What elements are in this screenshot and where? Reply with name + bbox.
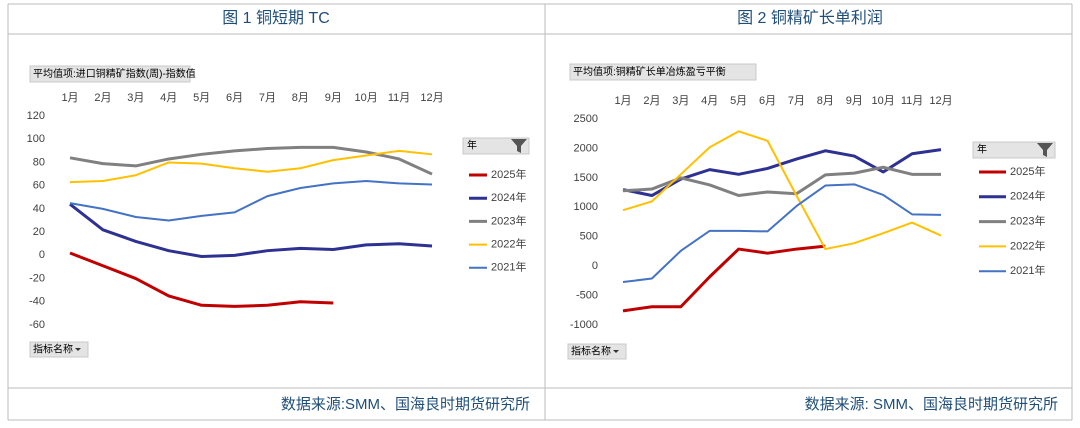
axis-button [29, 341, 89, 358]
x-tick-label: 3月 [127, 92, 144, 104]
field-button-label: 平均值项:铜精矿长单冶炼盈亏平衡 [573, 65, 726, 78]
x-tick-label: 2月 [643, 95, 660, 107]
field-button-label: 平均值项:进口铜精矿指数(周)-指数值 [33, 67, 196, 80]
legend-title: 年 [977, 143, 987, 156]
filter-icon [1037, 143, 1053, 157]
y-tick-label: -40 [29, 296, 45, 308]
x-tick-label: 9月 [325, 92, 342, 104]
y-tick-label: 40 [33, 203, 45, 215]
series-line [622, 130, 942, 251]
x-tick-label: 5月 [193, 92, 210, 104]
series-line [69, 180, 433, 222]
field-button [569, 63, 757, 81]
series-line [622, 244, 826, 313]
y-tick-label: 0 [39, 249, 45, 261]
axis-button-label: 指标名称 [33, 343, 73, 356]
axis-button [567, 343, 627, 360]
legend-label: 2023年 [1010, 214, 1045, 228]
series-line [622, 183, 942, 284]
x-tick-label: 8月 [817, 95, 834, 107]
legend-title: 年 [467, 139, 477, 152]
source-note: 数据来源:SMM、国海良时期货研究所 [281, 396, 530, 413]
legend-label: 2024年 [491, 190, 526, 204]
x-tick-label: 4月 [160, 92, 177, 104]
y-tick-label: -1000 [570, 319, 598, 331]
x-tick-label: 5月 [730, 95, 747, 107]
series-line [69, 251, 334, 308]
x-tick-label: 12月 [929, 95, 952, 107]
source-note: 数据来源: SMM、国海良时期货研究所 [805, 396, 1058, 413]
legend-label: 2022年 [491, 237, 526, 251]
x-tick-label: 8月 [292, 92, 309, 104]
x-tick-label: 1月 [614, 95, 631, 107]
y-tick-label: -20 [29, 272, 45, 284]
y-tick-label: -60 [29, 319, 45, 331]
y-tick-label: 500 [580, 231, 598, 243]
x-tick-label: 9月 [846, 95, 863, 107]
y-tick-label: -500 [576, 289, 598, 301]
dropdown-arrow [75, 348, 81, 351]
y-tick-label: 100 [27, 133, 45, 145]
x-tick-label: 6月 [226, 92, 243, 104]
legend-label: 2022年 [1010, 238, 1045, 252]
series-line [69, 203, 433, 258]
x-tick-label: 3月 [672, 95, 689, 107]
y-tick-label: 1500 [574, 172, 598, 184]
legend-label: 2021年 [491, 260, 526, 274]
legend-header [462, 137, 530, 155]
legend-label: 2024年 [1010, 189, 1045, 203]
y-tick-label: 0 [592, 260, 598, 272]
axis-button-label: 指标名称 [571, 345, 611, 358]
y-tick-label: 20 [33, 226, 45, 238]
x-tick-label: 11月 [388, 92, 410, 104]
x-tick-label: 7月 [259, 92, 276, 104]
y-tick-label: 120 [27, 110, 45, 122]
legend-label: 2025年 [491, 167, 526, 181]
legend-label: 2025年 [1010, 164, 1045, 178]
legend-header [972, 141, 1056, 159]
y-tick-label: 1000 [574, 201, 598, 213]
x-tick-label: 10月 [872, 95, 895, 107]
x-tick-label: 10月 [355, 92, 378, 104]
x-tick-label: 12月 [420, 92, 443, 104]
y-tick-label: 2000 [574, 142, 598, 154]
y-tick-label: 80 [33, 156, 45, 168]
field-button [29, 65, 191, 83]
x-tick-label: 2月 [94, 92, 111, 104]
legend-label: 2021年 [1010, 263, 1045, 277]
series-line [69, 149, 433, 184]
x-tick-label: 6月 [759, 95, 776, 107]
dropdown-arrow [613, 350, 619, 353]
x-tick-label: 11月 [901, 95, 923, 107]
y-tick-label: 2500 [574, 113, 598, 125]
chart-title: 图 2 铜精矿长单利润 [737, 9, 883, 27]
filter-icon [511, 139, 527, 153]
x-tick-label: 7月 [788, 95, 805, 107]
x-tick-label: 1月 [61, 92, 78, 104]
x-tick-label: 4月 [701, 95, 718, 107]
series-line [69, 145, 433, 176]
chart-title: 图 1 铜短期 TC [222, 9, 330, 27]
legend-label: 2023年 [491, 213, 526, 227]
y-tick-label: 60 [33, 180, 45, 192]
